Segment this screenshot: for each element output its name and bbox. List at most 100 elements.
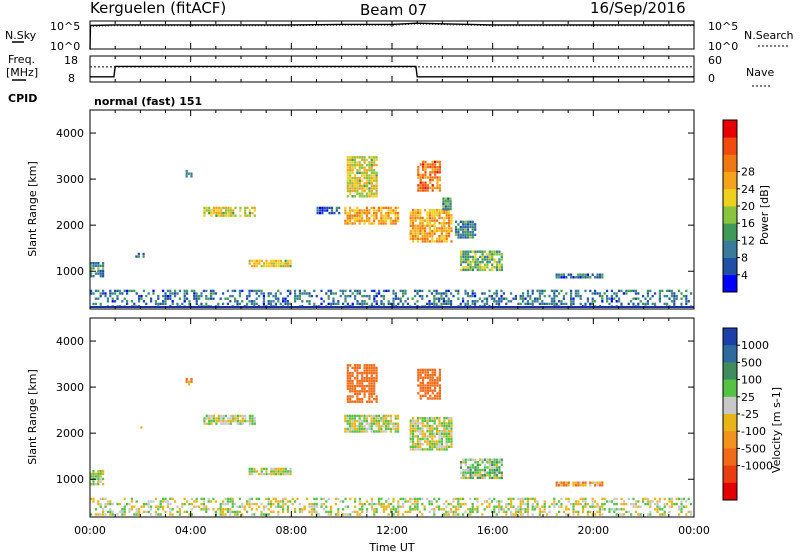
echo-cell [231, 510, 234, 514]
echo-cell [538, 292, 541, 295]
echo-cell [572, 513, 575, 516]
echo-cell [495, 500, 498, 503]
echo-cell [419, 163, 422, 166]
echo-cell [392, 222, 395, 225]
echo-cell [422, 389, 425, 392]
echo-cell [404, 500, 407, 503]
echo-cell [346, 179, 349, 182]
echo-cell [440, 232, 443, 235]
echo-cell [409, 422, 412, 425]
echo-cell [282, 262, 285, 265]
echo-cell [346, 364, 349, 367]
echo-cell [344, 427, 347, 431]
echo-cell [277, 470, 280, 473]
echo-cell [582, 481, 585, 484]
echo-cell [426, 384, 429, 387]
echo-cell [150, 500, 153, 503]
echo-cell [353, 427, 356, 431]
echo-cell [450, 430, 453, 433]
echo-cell [678, 508, 681, 511]
echo-cell [553, 497, 556, 501]
echo-cell [323, 206, 326, 210]
echo-cell [555, 513, 558, 516]
echo-cell [637, 513, 640, 516]
echo-cell [361, 192, 364, 195]
echo-cell [375, 209, 378, 212]
echo-cell [584, 302, 587, 306]
echo-cell [469, 466, 472, 469]
echo-cell [205, 206, 208, 210]
echo-cell [526, 294, 529, 298]
echo-cell [417, 379, 420, 382]
echo-cell [97, 502, 100, 506]
echo-cell [351, 184, 354, 188]
echo-cell [102, 497, 105, 501]
echo-cell [438, 163, 441, 166]
echo-cell [526, 505, 529, 508]
echo-cell [210, 294, 213, 298]
echo-cell [207, 500, 210, 503]
echo-cell [479, 463, 482, 467]
echo-cell [562, 510, 565, 514]
echo-cell [272, 502, 275, 506]
echo-cell [116, 502, 119, 506]
echo-cell [346, 222, 349, 225]
echo-cell [277, 505, 280, 508]
echo-cell [334, 302, 337, 306]
echo-cell [356, 176, 359, 180]
echo-cell [356, 289, 359, 293]
echo-cell [339, 294, 342, 298]
echo-cell [448, 432, 451, 435]
echo-cell [519, 505, 522, 508]
echo-cell [421, 222, 424, 225]
echo-cell [675, 297, 678, 300]
echo-cell [548, 510, 551, 514]
echo-cell [440, 292, 443, 295]
echo-cell [370, 166, 373, 169]
echo-cell [483, 292, 486, 295]
echo-cell [466, 302, 469, 306]
echo-cell [361, 300, 364, 303]
echo-cell [215, 211, 218, 215]
echo-cell [632, 497, 635, 501]
echo-cell [534, 300, 537, 303]
echo-cell [380, 427, 383, 431]
echo-cell [591, 302, 594, 306]
cpid-label: CPID [8, 92, 37, 105]
echo-cell [353, 387, 357, 390]
echo-cell [392, 211, 395, 215]
echo-cell [493, 260, 496, 264]
echo-cell [448, 422, 451, 425]
echo-cell [625, 289, 628, 293]
echo-cell [424, 160, 427, 164]
echo-cell [433, 300, 436, 303]
echo-cell [634, 502, 637, 506]
echo-cell [687, 510, 690, 514]
echo-cell [351, 156, 354, 159]
echo-cell [313, 510, 316, 514]
echo-cell [417, 376, 420, 379]
echo-cell [370, 508, 373, 511]
echo-cell [419, 437, 422, 441]
echo-cell [370, 187, 373, 190]
echo-cell [385, 222, 388, 225]
echo-cell [462, 223, 465, 226]
echo-cell [431, 209, 434, 212]
echo-cell [123, 505, 126, 508]
echo-cell [227, 417, 230, 420]
echo-cell [154, 302, 157, 306]
scatter-region [248, 467, 292, 476]
echo-cell [356, 377, 359, 380]
echo-cell [365, 195, 369, 198]
echo-cell [486, 458, 489, 461]
echo-cell [589, 302, 592, 306]
echo-cell [442, 200, 445, 203]
echo-cell [185, 169, 188, 173]
echo-cell [251, 472, 254, 476]
echo-cell [416, 427, 419, 430]
echo-cell [644, 302, 647, 306]
echo-cell [419, 216, 422, 220]
echo-cell [322, 502, 325, 506]
echo-cell [183, 300, 186, 303]
echo-cell [620, 302, 623, 306]
